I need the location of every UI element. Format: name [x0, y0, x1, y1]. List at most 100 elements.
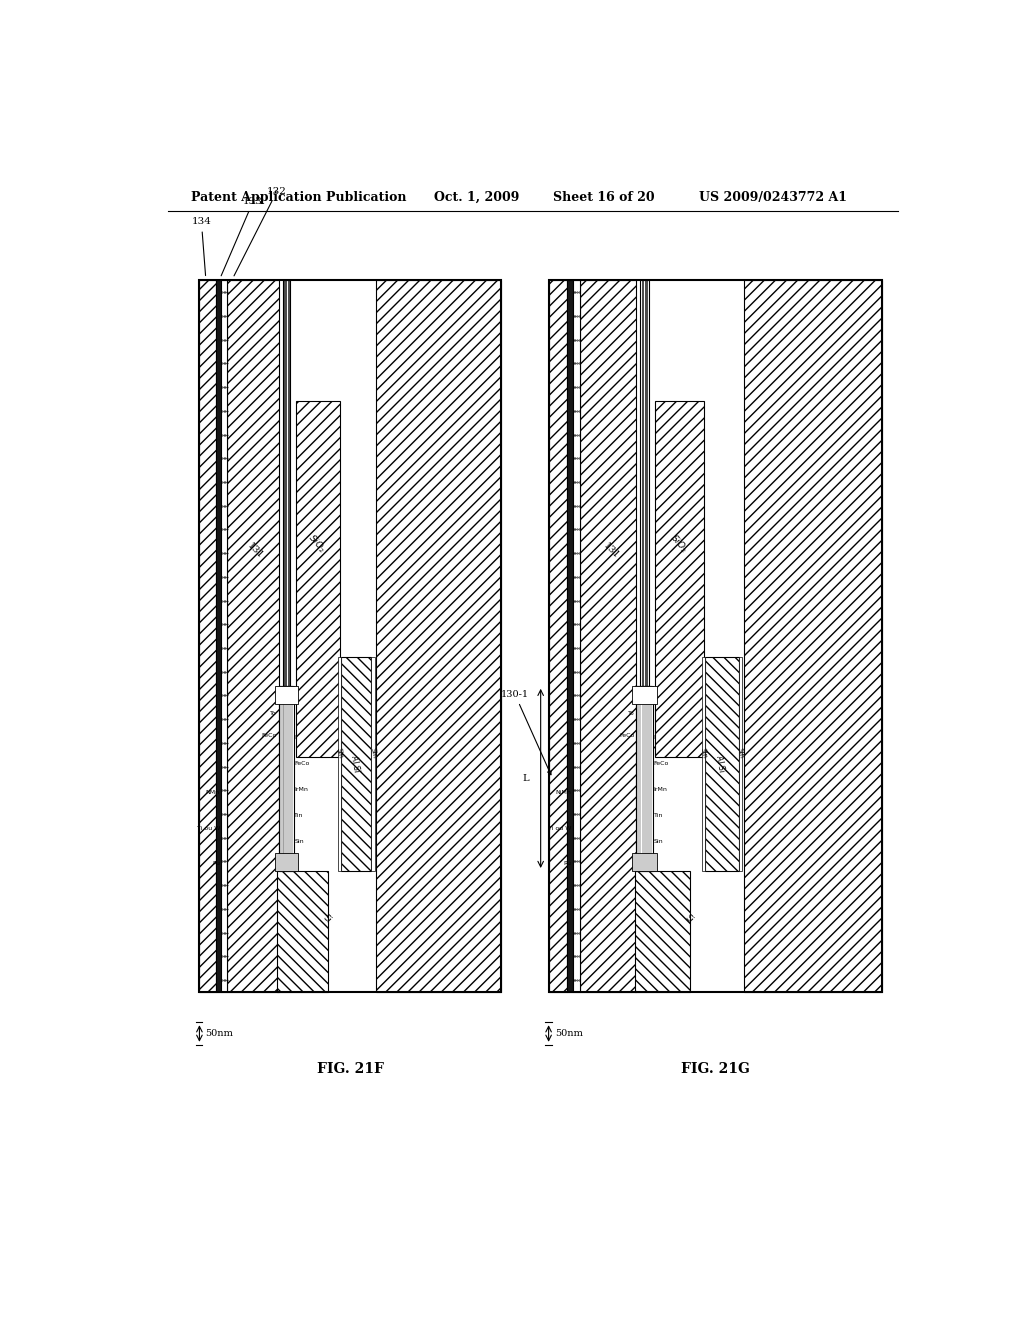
Text: Patent Application Publication: Patent Application Publication: [191, 191, 407, 205]
Text: Sheet 16 of 20: Sheet 16 of 20: [553, 191, 654, 205]
Text: To: To: [628, 711, 634, 717]
Bar: [221, 280, 227, 991]
Bar: [227, 280, 279, 991]
Text: FeCo: FeCo: [295, 762, 310, 766]
Bar: [632, 686, 657, 704]
Bar: [636, 771, 653, 788]
Text: FIG. 21F: FIG. 21F: [316, 1063, 384, 1076]
Bar: [296, 401, 340, 758]
Bar: [567, 280, 573, 991]
Bar: [636, 686, 653, 871]
Bar: [743, 280, 882, 991]
Bar: [338, 657, 341, 871]
Text: Sin: Sin: [369, 747, 377, 759]
Bar: [278, 871, 328, 991]
Text: 134: 134: [191, 218, 211, 276]
Bar: [372, 657, 375, 871]
Text: 50nm: 50nm: [206, 1030, 233, 1038]
Text: L: L: [522, 774, 528, 783]
Bar: [279, 853, 294, 871]
Text: 131: 131: [246, 541, 265, 561]
Bar: [743, 280, 882, 991]
Text: $SiO_2$: $SiO_2$: [305, 532, 329, 556]
Text: Al Si: Al Si: [715, 755, 726, 774]
Text: 130-1: 130-1: [501, 690, 551, 775]
Bar: [706, 657, 738, 871]
Bar: [279, 686, 294, 871]
Text: Ru: Ru: [563, 861, 571, 866]
Bar: [655, 401, 703, 758]
Text: 50nm: 50nm: [555, 1030, 583, 1038]
Bar: [341, 657, 372, 871]
Bar: [636, 688, 653, 706]
Bar: [635, 871, 690, 991]
Bar: [279, 709, 294, 727]
Bar: [283, 280, 290, 686]
Bar: [275, 853, 298, 871]
Bar: [636, 730, 653, 747]
Text: FIG. 21G: FIG. 21G: [681, 1063, 750, 1076]
Bar: [701, 657, 706, 871]
Bar: [216, 280, 221, 991]
Text: FeCo: FeCo: [618, 734, 634, 738]
Bar: [580, 280, 636, 991]
Bar: [580, 280, 636, 991]
Text: Ti ou W: Ti ou W: [197, 826, 220, 830]
Bar: [640, 280, 649, 686]
Text: Si: Si: [321, 913, 333, 925]
Bar: [279, 791, 294, 809]
Text: FeCo: FeCo: [653, 762, 669, 766]
Text: Ru: Ru: [653, 735, 662, 741]
Text: Sin: Sin: [653, 838, 664, 843]
Bar: [573, 280, 580, 991]
Text: Sin: Sin: [336, 747, 343, 759]
Text: Si: Si: [683, 913, 695, 925]
Text: Al Si: Al Si: [349, 755, 360, 774]
Bar: [655, 401, 703, 758]
Text: 130: 130: [646, 714, 686, 758]
Bar: [279, 750, 294, 768]
Bar: [279, 812, 294, 830]
Bar: [279, 771, 294, 788]
Text: Ti ou W: Ti ou W: [548, 826, 571, 830]
Text: 132: 132: [234, 187, 287, 276]
Bar: [275, 686, 298, 704]
Text: Sin: Sin: [736, 747, 744, 759]
Bar: [636, 750, 653, 768]
Text: To: To: [270, 711, 276, 717]
Bar: [227, 280, 279, 991]
Text: IrMn: IrMn: [295, 787, 308, 792]
Bar: [200, 280, 501, 991]
Bar: [635, 871, 690, 991]
Bar: [279, 832, 294, 850]
Bar: [296, 401, 340, 758]
Text: US 2009/0243772 A1: US 2009/0243772 A1: [699, 191, 848, 205]
Bar: [549, 280, 567, 991]
Text: $SiO_2$: $SiO_2$: [667, 532, 690, 556]
Bar: [376, 280, 501, 991]
Text: Sin: Sin: [699, 747, 708, 759]
Text: Tin: Tin: [295, 813, 304, 818]
Bar: [706, 657, 738, 871]
Text: NiMn: NiMn: [555, 791, 571, 795]
Text: 133: 133: [221, 197, 263, 276]
Bar: [279, 688, 294, 706]
Bar: [738, 657, 742, 871]
Text: IrMn: IrMn: [653, 787, 668, 792]
Bar: [636, 812, 653, 830]
Bar: [632, 853, 657, 871]
Bar: [636, 791, 653, 809]
Bar: [549, 280, 882, 991]
Bar: [200, 280, 216, 991]
Text: Ru: Ru: [295, 735, 302, 741]
Text: Tin: Tin: [653, 813, 663, 818]
Bar: [549, 280, 567, 991]
Bar: [279, 730, 294, 747]
Text: Ru: Ru: [212, 861, 220, 866]
Bar: [341, 657, 372, 871]
Bar: [636, 709, 653, 727]
Text: 131: 131: [601, 541, 621, 561]
Bar: [636, 853, 653, 871]
Text: Oct. 1, 2009: Oct. 1, 2009: [433, 191, 519, 205]
Bar: [200, 280, 216, 991]
